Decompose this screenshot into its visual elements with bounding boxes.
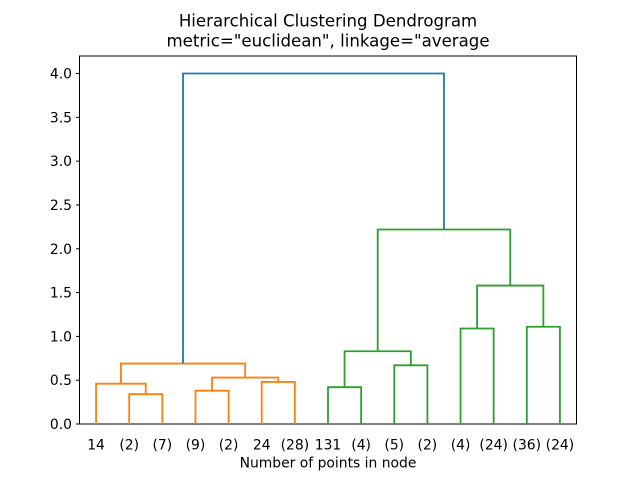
x-tick-label: 14 xyxy=(87,438,105,454)
x-tick-label: (5) xyxy=(384,438,404,454)
axes-spines xyxy=(79,55,577,425)
x-tick-label: (2) xyxy=(119,438,139,454)
y-tick-label: 0.5 xyxy=(50,373,72,389)
x-tick-label: (36) xyxy=(513,438,542,454)
dendrogram-link-n10 xyxy=(459,327,495,424)
x-axis-label: Number of points in node xyxy=(240,456,417,472)
y-tick-label: 1.0 xyxy=(50,329,72,345)
dendrogram-link-n9 xyxy=(343,350,412,388)
x-tick-label: (28) xyxy=(281,438,310,454)
x-tick-label: (9) xyxy=(186,438,206,454)
y-tick-label: 0.0 xyxy=(50,417,72,433)
dendrogram-link-n12 xyxy=(476,284,545,329)
dendrogram-link-n1 xyxy=(128,393,164,424)
y-tick-label: 3.0 xyxy=(50,154,72,170)
dendrogram-link-n14 xyxy=(182,72,445,364)
dendrogram-link-n8 xyxy=(393,364,429,424)
dendrogram-link-n2 xyxy=(95,382,147,424)
plot-area: 0.0 0.5 1.0 1.5 2.0 2.5 3.0 3.5 4.0 14 (2) (7) (9) (2… xyxy=(50,55,577,454)
chart-subtitle: metric="euclidean", linkage="average xyxy=(166,32,489,51)
x-tick-label: (4) xyxy=(451,438,471,454)
x-tick-label: (2) xyxy=(219,438,239,454)
dendrogram-link-n3 xyxy=(194,389,230,424)
dendrogram-link-n13 xyxy=(376,228,512,352)
dendrogram-link-n6 xyxy=(120,362,247,384)
x-tick-label: 131 xyxy=(315,438,342,454)
x-tick-label: (2) xyxy=(418,438,438,454)
dendrogram-link-n4 xyxy=(260,381,296,424)
y-tick-label: 1.5 xyxy=(50,286,72,302)
y-tick-label: 2.5 xyxy=(50,198,72,214)
dendrogram-link-n11 xyxy=(525,325,561,424)
dendrogram-link-n7 xyxy=(327,386,363,424)
dendrogram-link-n5 xyxy=(211,376,280,391)
x-tick-label: 24 xyxy=(253,438,271,454)
x-tick-label: (24) xyxy=(546,438,575,454)
x-tick-label: (24) xyxy=(479,438,508,454)
y-tick-label: 2.0 xyxy=(50,242,72,258)
x-tick-label: (4) xyxy=(351,438,371,454)
chart-title: Hierarchical Clustering Dendrogram xyxy=(179,12,477,31)
y-tick-label: 3.5 xyxy=(50,110,72,126)
y-tick-label: 4.0 xyxy=(50,67,72,83)
x-tick-label: (7) xyxy=(152,438,172,454)
